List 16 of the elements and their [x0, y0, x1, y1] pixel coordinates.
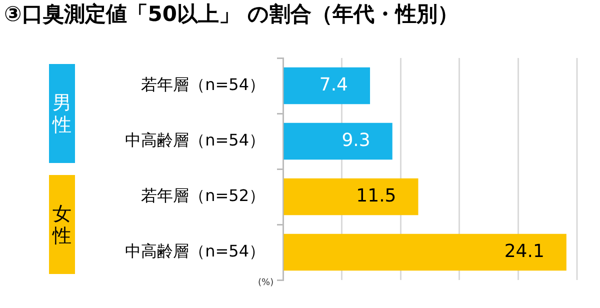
y-tick-label: 中高齢層（n=54） [125, 241, 265, 260]
bar [284, 234, 566, 271]
side-tab: 男性 [49, 64, 75, 164]
chart-title: ③口臭測定値「50以上」 の割合（年代・性別） [4, 2, 460, 26]
y-tick-label: 若年層（n=54） [141, 74, 265, 94]
y-tick-label: 若年層（n=52） [141, 186, 265, 205]
data-label: 7.4 [319, 74, 348, 96]
side-tab: 女性 [49, 174, 75, 274]
data-label: 9.3 [342, 130, 370, 151]
data-label: 24.1 [504, 240, 544, 262]
bar [284, 122, 392, 160]
y-tick-label: 中高齢層（n=54） [125, 130, 265, 150]
data-label: 11.5 [356, 185, 396, 206]
bar [284, 178, 418, 216]
bar [284, 67, 370, 104]
text: (%) [258, 278, 274, 288]
